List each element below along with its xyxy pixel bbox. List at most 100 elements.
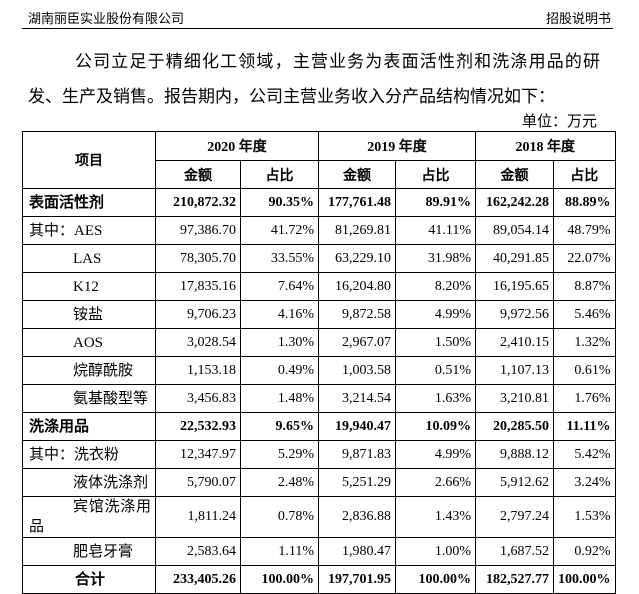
table-row: 铵盐 9,706.23 4.16% 9,872.58 4.99% 9,972.56 5.46… [22, 300, 616, 329]
cell: 233,405.26 [155, 565, 241, 594]
cell: 100.00% [395, 565, 476, 594]
item-cell: 洗涤用品 [22, 412, 156, 441]
sub-header: 占比 [395, 160, 476, 189]
cell: 1.32% [553, 328, 616, 357]
cell: 97,386.70 [155, 216, 241, 245]
year-header: 2020 年度 [155, 131, 319, 161]
cell: 0.61% [553, 356, 616, 385]
cell: 41.11% [395, 216, 476, 245]
cell: 1,003.58 [318, 356, 396, 385]
cell: 12,347.97 [155, 440, 241, 469]
cell: 0.49% [240, 356, 319, 385]
cell: 4.16% [240, 300, 319, 329]
cell: 89.91% [395, 188, 476, 217]
cell: 2,410.15 [475, 328, 554, 357]
cell: 1.43% [395, 496, 476, 538]
item-cell: 氨基酸型等 [22, 384, 156, 413]
item-cell: 其中：AES [22, 216, 156, 245]
cell: 40,291.85 [475, 244, 554, 273]
item-cell: 液体洗涤剂 [22, 468, 156, 497]
paragraph: 公司立足于精细化工领域，主营业务为表面活性剂和洗涤用品的研发、生产及销售。报告期… [28, 52, 600, 106]
cell: 10.09% [395, 412, 476, 441]
cell: 9,871.83 [318, 440, 396, 469]
cell: 22,532.93 [155, 412, 241, 441]
cell: 1,687.52 [475, 537, 554, 566]
cell: 1,107.13 [475, 356, 554, 385]
cell: 2,797.24 [475, 496, 554, 538]
table-row: K12 17,835.16 7.64% 16,204.80 8.20% 16,195.65… [22, 272, 616, 301]
cell: 9,872.58 [318, 300, 396, 329]
cell: 16,195.65 [475, 272, 554, 301]
cell: 16,204.80 [318, 272, 396, 301]
cell: 177,761.48 [318, 188, 396, 217]
table-row: 氨基酸型等 3,456.83 1.48% 3,214.54 1.63% 3,210.81 1… [22, 384, 616, 413]
cell: 1.63% [395, 384, 476, 413]
cell: 1.11% [240, 537, 319, 566]
cell: 4.99% [395, 440, 476, 469]
table-row: 液体洗涤剂 5,790.07 2.48% 5,251.29 2.66% 5,912.62 3… [22, 468, 616, 497]
cell: 3,028.54 [155, 328, 241, 357]
cell: 1.50% [395, 328, 476, 357]
cell: 3,456.83 [155, 384, 241, 413]
cell: 17,835.16 [155, 272, 241, 301]
cell: 197,701.95 [318, 565, 396, 594]
table-row: 表面活性剂 210,872.32 90.35% 177,761.48 89.91% 162… [22, 188, 616, 217]
table-row: 合计 233,405.26 100.00% 197,701.95 100.00% 182,… [22, 565, 616, 594]
cell: 9.65% [240, 412, 319, 441]
cell: 63,229.10 [318, 244, 396, 273]
item-cell: 表面活性剂 [22, 188, 156, 217]
item-cell: AOS [22, 328, 156, 357]
cell: 78,305.70 [155, 244, 241, 273]
table-row: 其中：洗衣粉 12,347.97 5.29% 9,871.83 4.99% 9,888.1… [22, 440, 616, 469]
cell: 2,583.64 [155, 537, 241, 566]
doc-title: 招股说明书 [545, 11, 611, 26]
cell: 4.99% [395, 300, 476, 329]
cell: 90.35% [240, 188, 319, 217]
cell: 20,285.50 [475, 412, 554, 441]
cell: 22.07% [553, 244, 616, 273]
cell: 3,214.54 [318, 384, 396, 413]
table-row: 烷醇酰胺 1,153.18 0.49% 1,003.58 0.51% 1,107.13 0.… [22, 356, 616, 385]
table-row: LAS 78,305.70 33.55% 63,229.10 31.98% 40,291.… [22, 244, 616, 273]
cell: 5.46% [553, 300, 616, 329]
cell: 33.55% [240, 244, 319, 273]
cell: 11.11% [553, 412, 616, 441]
table-row: AOS 3,028.54 1.30% 2,967.07 1.50% 2,410.15 1.3… [22, 328, 616, 357]
cell: 9,972.56 [475, 300, 554, 329]
cell: 41.72% [240, 216, 319, 245]
cell: 5,251.29 [318, 468, 396, 497]
table-row: 洗涤用品 22,532.93 9.65% 19,940.47 10.09% 20,285.… [22, 412, 616, 441]
cell: 0.51% [395, 356, 476, 385]
cell: 1.53% [553, 496, 616, 538]
cell: 5.42% [553, 440, 616, 469]
cell: 89,054.14 [475, 216, 554, 245]
cell: 2,836.88 [318, 496, 396, 538]
sub-header: 金额 [475, 160, 554, 189]
cell: 0.78% [240, 496, 319, 538]
cell: 2.66% [395, 468, 476, 497]
cell: 2.48% [240, 468, 319, 497]
cell: 100.00% [553, 565, 616, 594]
cell: 48.79% [553, 216, 616, 245]
item-cell: 铵盐 [22, 300, 156, 329]
table-row: 宾馆洗涤用品 1,811.24 0.78% 2,836.88 1.43% 2,797.24… [22, 496, 616, 538]
sub-header: 占比 [553, 160, 616, 189]
table-row: 其中：AES 97,386.70 41.72% 81,269.81 41.11% 89,0… [22, 216, 616, 245]
cell: 5.29% [240, 440, 319, 469]
cell: 19,940.47 [318, 412, 396, 441]
cell: 1,153.18 [155, 356, 241, 385]
cell: 3.24% [553, 468, 616, 497]
cell: 8.87% [553, 272, 616, 301]
item-cell: 合计 [22, 565, 156, 594]
item-cell: 烷醇酰胺 [22, 356, 156, 385]
year-header: 2019 年度 [318, 131, 476, 161]
cell: 0.92% [553, 537, 616, 566]
cell: 3,210.81 [475, 384, 554, 413]
cell: 7.64% [240, 272, 319, 301]
table-row: 肥皂牙膏 2,583.64 1.11% 1,980.47 1.00% 1,687.52 0.… [22, 537, 616, 566]
cell: 1.30% [240, 328, 319, 357]
page-header: 湖南丽臣实业股份有限公司 招股说明书 [22, 6, 613, 29]
cell: 9,706.23 [155, 300, 241, 329]
cell: 8.20% [395, 272, 476, 301]
cell: 5,790.07 [155, 468, 241, 497]
